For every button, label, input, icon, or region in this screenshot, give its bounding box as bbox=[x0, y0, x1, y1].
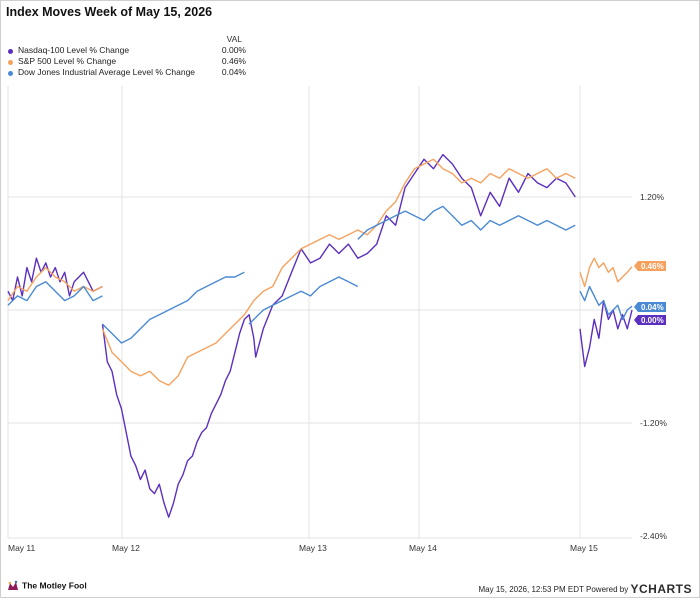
legend-item-dow[interactable]: Dow Jones Industrial Average Level % Cha… bbox=[6, 67, 246, 79]
series-line-2-seg-3 bbox=[357, 205, 576, 240]
end-badge-label: 0.46% bbox=[641, 262, 664, 271]
footer-credit: May 15, 2026, 12:53 PM EDT Powered by YC… bbox=[479, 582, 692, 596]
legend-value-nasdaq: 0.00% bbox=[221, 45, 246, 55]
series-line-2-seg-2 bbox=[248, 276, 359, 325]
motley-fool-logo[interactable]: The Motley Fool bbox=[7, 580, 87, 592]
end-badge bbox=[634, 315, 666, 325]
legend-item-nasdaq[interactable]: Nasdaq-100 Level % Change 0.00% bbox=[6, 45, 246, 57]
chart-title: Index Moves Week of May 15, 2026 bbox=[6, 5, 213, 19]
y-tick-label: -2.40% bbox=[640, 531, 667, 541]
series-line-1-seg-2 bbox=[579, 257, 633, 288]
legend-dot-dow bbox=[8, 71, 13, 76]
x-tick-label: May 11 bbox=[8, 543, 36, 553]
ycharts-wordmark: CHARTS bbox=[639, 582, 692, 596]
brand-name: The Motley Fool bbox=[22, 580, 87, 591]
legend-dot-nasdaq bbox=[8, 49, 13, 54]
end-badge-label: 0.00% bbox=[641, 316, 664, 325]
series-line-1-seg-0 bbox=[7, 266, 103, 301]
y-tick-label: -1.20% bbox=[640, 418, 667, 428]
series-line-2-seg-4 bbox=[579, 285, 633, 321]
legend-value-dow: 0.04% bbox=[221, 67, 246, 77]
legend-label-sp500: S&P 500 Level % Change bbox=[18, 56, 117, 66]
series-line-1-seg-1 bbox=[101, 158, 576, 386]
y-tick-label: 1.20% bbox=[640, 192, 665, 202]
x-tick-label: May 14 bbox=[409, 543, 437, 553]
end-badge bbox=[634, 302, 666, 312]
ycharts-logo[interactable]: YCHARTS bbox=[630, 582, 692, 596]
series-line-2-seg-0 bbox=[7, 281, 103, 306]
legend-dot-sp500 bbox=[8, 60, 13, 65]
series-line-2-seg-1 bbox=[102, 271, 245, 344]
x-tick-label: May 13 bbox=[299, 543, 327, 553]
x-tick-label: May 12 bbox=[112, 543, 140, 553]
legend-item-sp500[interactable]: S&P 500 Level % Change 0.46% bbox=[6, 56, 246, 68]
powered-by: Powered by bbox=[586, 585, 629, 594]
ycharts-y: Y bbox=[630, 582, 639, 596]
x-tick-label: May 15 bbox=[570, 543, 598, 553]
timestamp: May 15, 2026, 12:53 PM EDT bbox=[478, 585, 584, 594]
legend-label-dow: Dow Jones Industrial Average Level % Cha… bbox=[18, 67, 196, 77]
end-badge-label: 0.04% bbox=[641, 303, 664, 312]
end-badge bbox=[634, 261, 666, 271]
legend-label-nasdaq: Nasdaq-100 Level % Change bbox=[18, 45, 130, 55]
legend-value-sp500: 0.46% bbox=[221, 56, 246, 66]
legend-value-header: VAL bbox=[226, 34, 242, 44]
series-line-0-seg-1 bbox=[101, 153, 576, 518]
jester-hat-icon bbox=[8, 580, 18, 590]
